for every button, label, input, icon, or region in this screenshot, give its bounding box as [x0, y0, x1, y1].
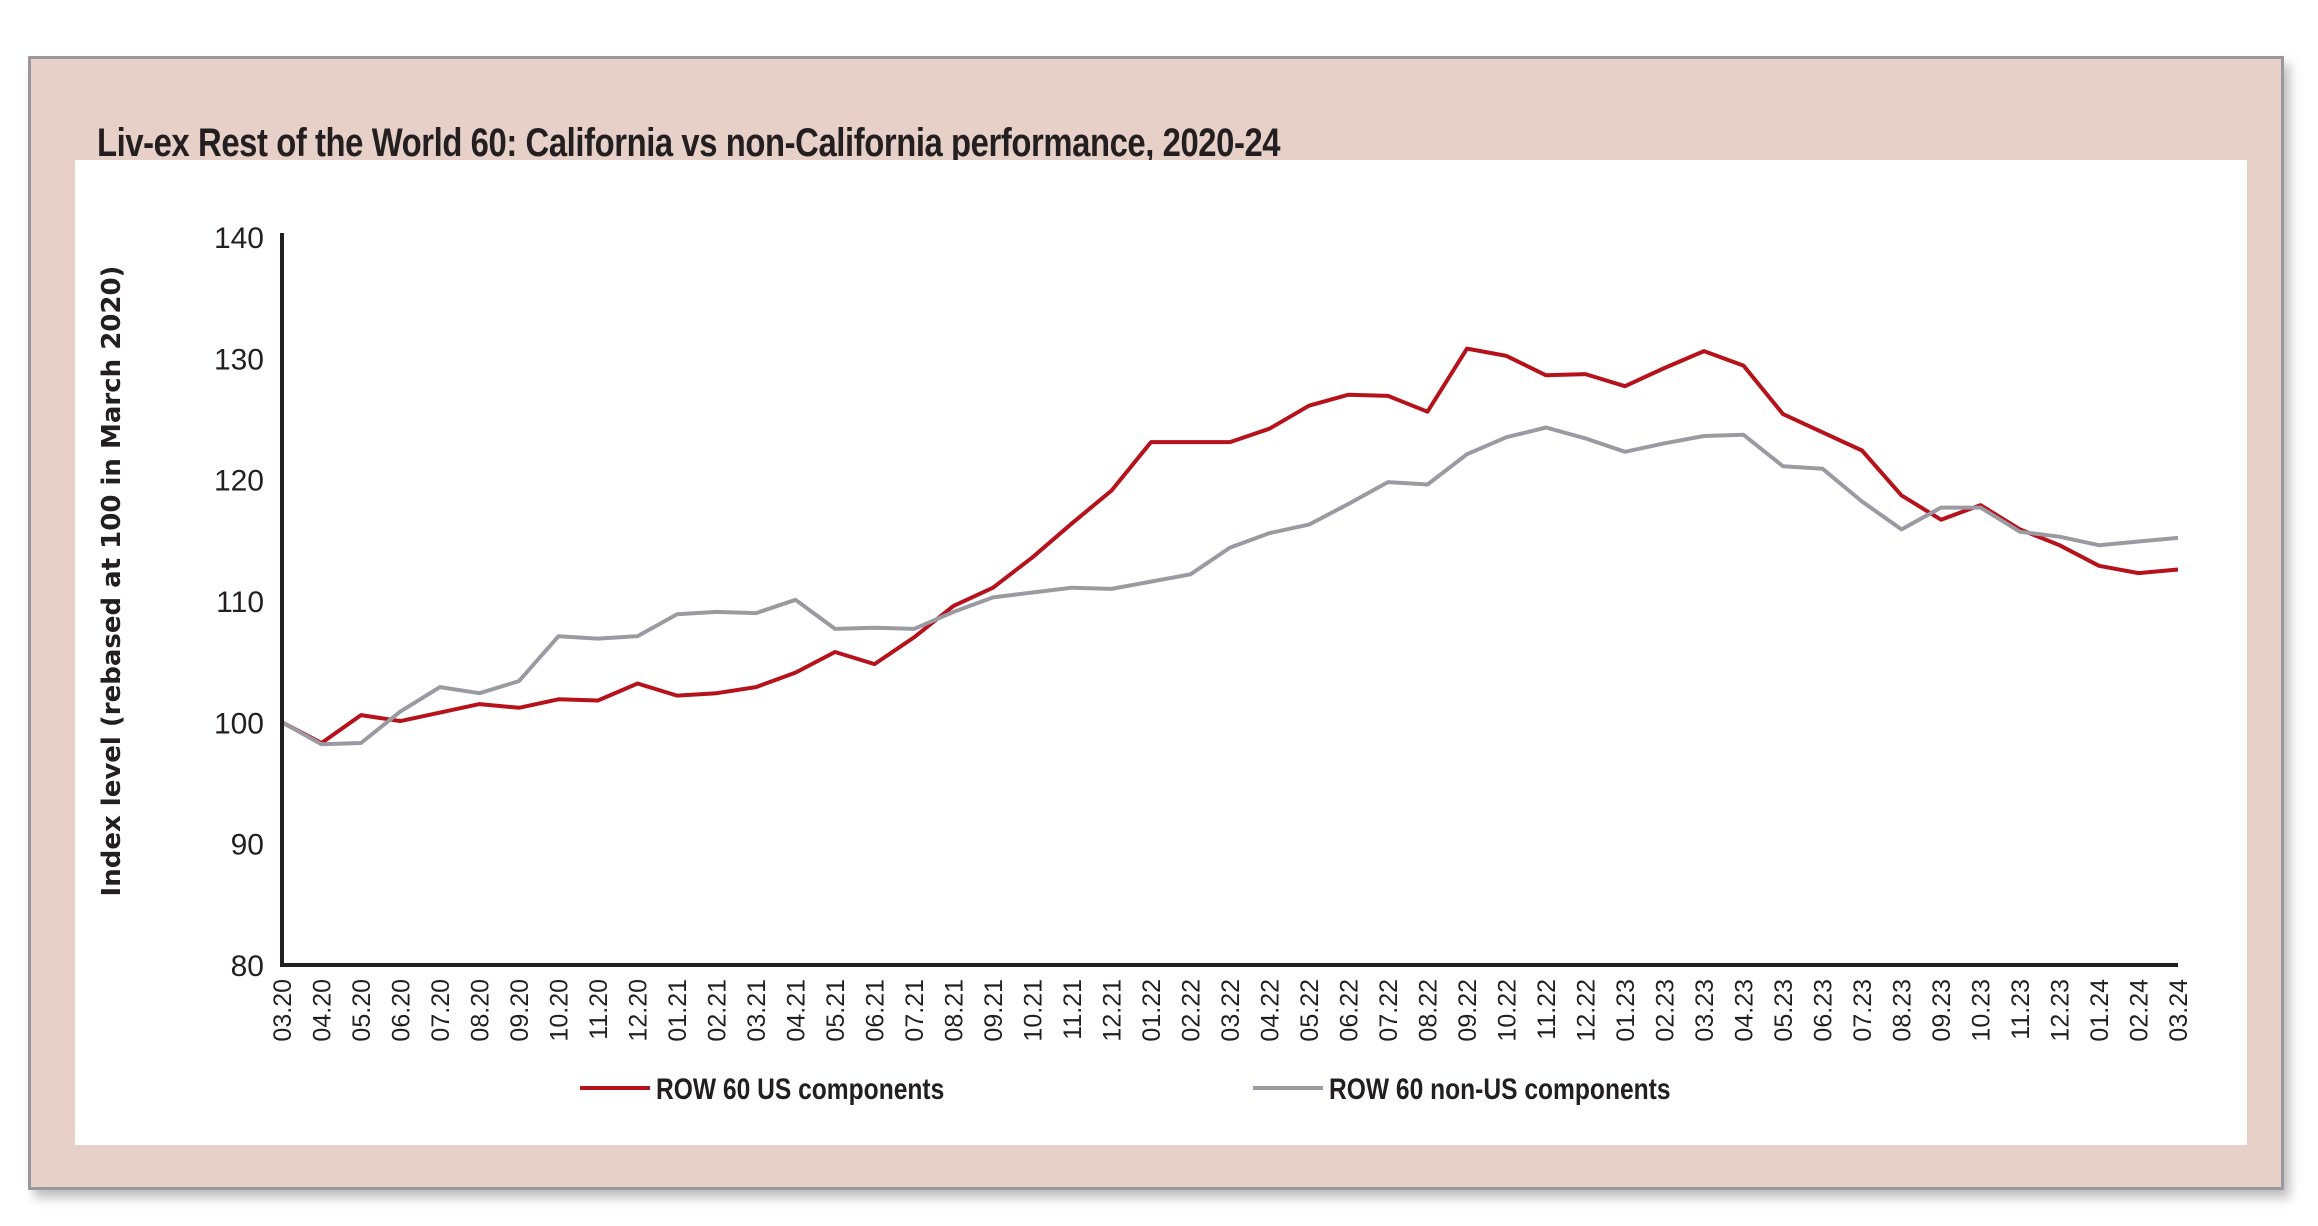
x-tick-label: 03.22: [1217, 979, 1245, 1042]
x-tick-label: 02.21: [704, 979, 732, 1042]
x-tick-label: 05.20: [348, 979, 376, 1042]
x-tick-label: 04.23: [1731, 979, 1759, 1042]
y-tick-label: 140: [214, 222, 264, 255]
x-tick-label: 03.20: [269, 979, 297, 1042]
x-tick-label: 10.22: [1494, 979, 1522, 1042]
x-tick-label: 04.21: [783, 979, 811, 1042]
legend-label-us: ROW 60 US components: [656, 1072, 944, 1106]
x-tick-label: 02.22: [1178, 979, 1206, 1042]
legend: ROW 60 US components ROW 60 non-US compon…: [580, 1072, 1671, 1106]
x-tick-label: 12.23: [2047, 979, 2075, 1042]
x-tick-label: 10.21: [1020, 979, 1048, 1042]
x-tick-label: 01.22: [1138, 979, 1166, 1042]
y-tick-label: 110: [216, 586, 264, 619]
chart-panel: [75, 160, 2247, 1145]
series-line-us: [281, 346, 2179, 745]
x-tick-label: 07.20: [427, 979, 455, 1042]
x-tick-label: 08.23: [1889, 979, 1917, 1042]
x-tick-label: 09.23: [1928, 979, 1956, 1042]
x-tick-label: 02.23: [1652, 979, 1680, 1042]
x-tick-label: 10.23: [1968, 979, 1996, 1042]
x-tick-label: 10.20: [546, 979, 574, 1042]
x-tick-label: 11.22: [1533, 979, 1561, 1040]
x-tick-label: 11.21: [1059, 979, 1087, 1040]
y-tick-label: 130: [214, 343, 264, 376]
x-tick-label: 11.23: [2007, 979, 2035, 1040]
x-tick-label: 05.21: [822, 979, 850, 1042]
x-tick-label: 05.22: [1296, 979, 1324, 1042]
chart-title: Liv-ex Rest of the World 60: California …: [97, 121, 1281, 165]
x-tick-label: 01.21: [664, 979, 692, 1042]
x-tick-label: 03.24: [2165, 979, 2193, 1042]
series-lines: [281, 346, 2179, 747]
x-tick-label: 12.22: [1573, 979, 1601, 1042]
x-tick-label: 01.24: [2086, 979, 2114, 1042]
y-tick-label: 90: [231, 829, 264, 862]
x-tick-label: 06.23: [1810, 979, 1838, 1042]
y-tick-label: 80: [231, 950, 264, 983]
x-tick-label: 07.21: [901, 979, 929, 1042]
chart-frame: Liv-ex Rest of the World 60: California …: [28, 56, 2284, 1190]
legend-label-non-us: ROW 60 non-US components: [1329, 1072, 1671, 1106]
y-axis-ticks: 80 90 100 110 120 130 140: [214, 222, 264, 983]
x-tick-label: 06.22: [1336, 979, 1364, 1042]
y-tick-label: 100: [214, 707, 264, 740]
x-tick-label: 11.20: [585, 979, 613, 1040]
x-tick-label: 09.22: [1454, 979, 1482, 1042]
x-tick-label: 06.21: [862, 979, 890, 1042]
y-tick-label: 120: [214, 465, 264, 498]
x-tick-label: 07.22: [1375, 979, 1403, 1042]
x-tick-label: 03.21: [743, 979, 771, 1042]
x-tick-label: 09.21: [980, 979, 1008, 1042]
x-tick-label: 12.20: [625, 979, 653, 1042]
x-tick-label: 08.21: [941, 979, 969, 1042]
x-tick-label: 08.22: [1415, 979, 1443, 1042]
x-tick-label: 04.22: [1257, 979, 1285, 1042]
x-axis-ticks: 03.20 04.20 05.20 06.20 07.20 08.20 09.20 10.20…: [269, 979, 2193, 1042]
y-axis-label: Index level (rebased at 100 in March 202…: [97, 266, 127, 897]
x-tick-label: 07.23: [1849, 979, 1877, 1042]
x-tick-label: 12.21: [1099, 979, 1127, 1042]
x-tick-label: 03.23: [1691, 979, 1719, 1042]
x-tick-label: 05.23: [1770, 979, 1798, 1042]
x-tick-label: 04.20: [309, 979, 337, 1042]
x-tick-label: 08.20: [467, 979, 495, 1042]
x-tick-label: 09.20: [506, 979, 534, 1042]
x-tick-label: 02.24: [2126, 979, 2154, 1042]
series-line-non-us: [281, 425, 2179, 747]
x-tick-label: 06.20: [388, 979, 416, 1042]
x-tick-label: 01.23: [1612, 979, 1640, 1042]
